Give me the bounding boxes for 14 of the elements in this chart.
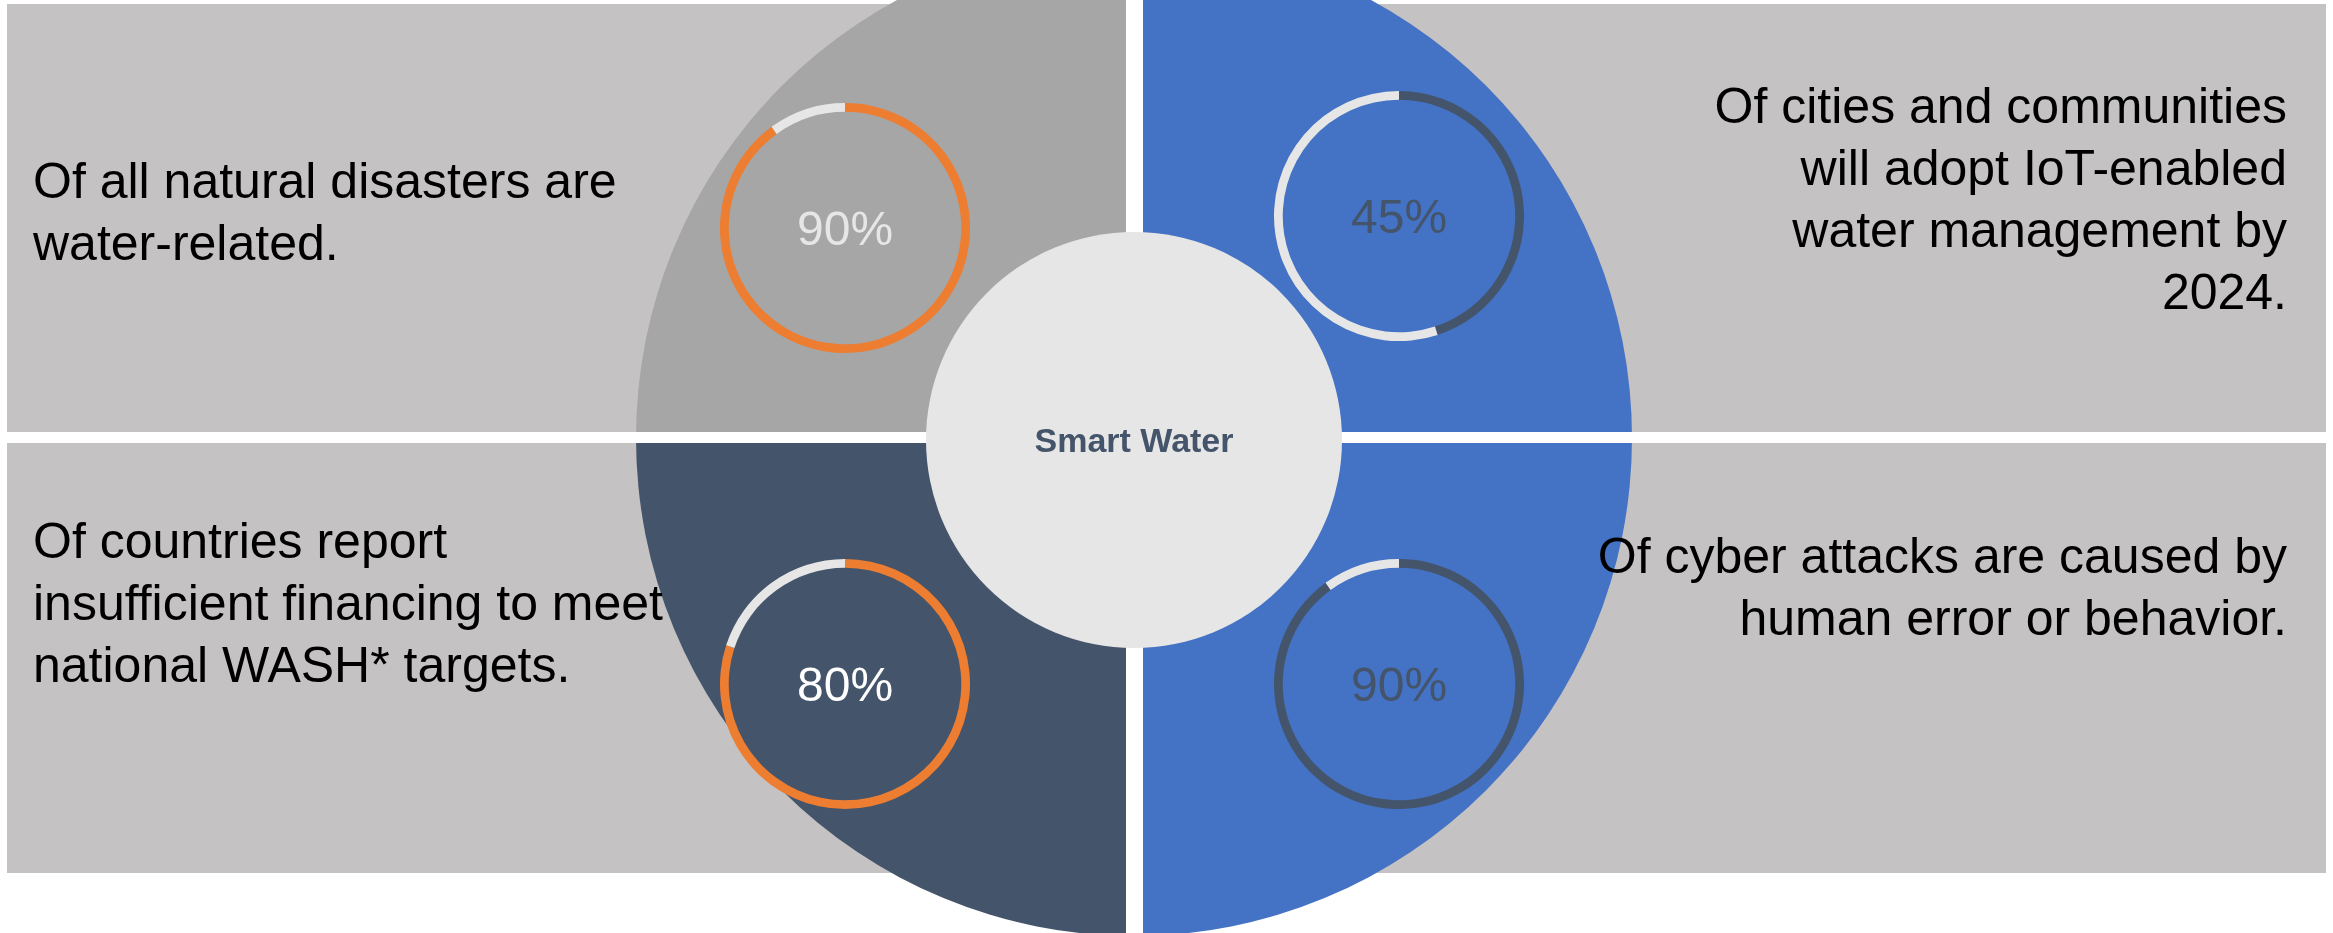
data-label: 45% <box>1351 190 1448 243</box>
chart-title: Of countries report insufficient financing to meet national WASH* targets. <box>33 512 664 695</box>
text: Of cities and communities will adopt IoT-enabled water management by 2024. <box>1713 77 2287 322</box>
donut-slice <box>771 103 845 134</box>
donut-slice <box>720 559 970 809</box>
data-label: 90% <box>797 202 894 255</box>
data-label: 90% <box>1351 658 1448 711</box>
donut-slice <box>1325 559 1399 590</box>
donut-slice <box>1274 559 1524 809</box>
donut-slice <box>720 103 970 353</box>
text: Smart Water <box>1034 420 1234 460</box>
data-label: 80% <box>797 658 894 711</box>
text: Of all natural disasters are water-related. <box>33 152 618 273</box>
donut-slice <box>726 559 845 649</box>
